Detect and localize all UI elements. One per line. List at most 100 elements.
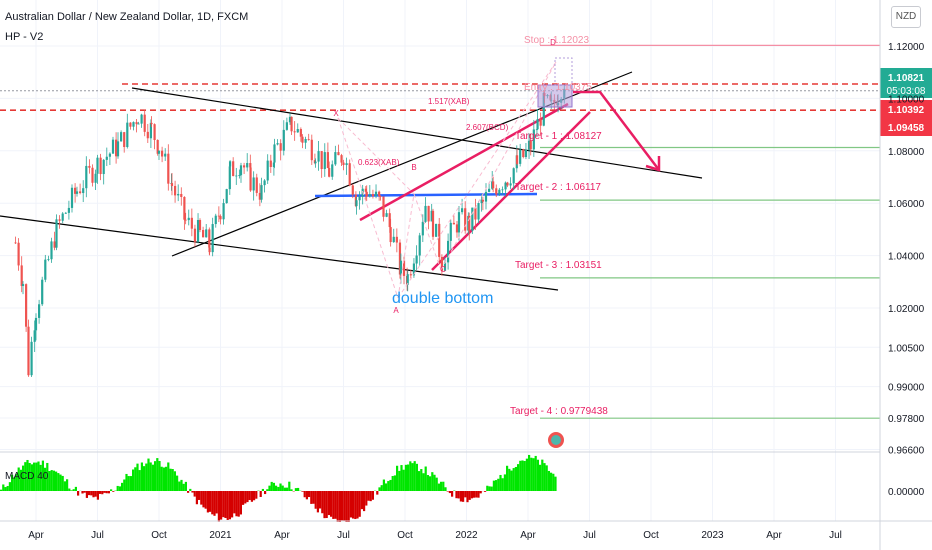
macd-bar xyxy=(409,461,412,491)
candle-body xyxy=(488,188,491,192)
macd-bar xyxy=(319,491,322,509)
macd-bar xyxy=(385,483,388,491)
candle-body xyxy=(328,167,331,177)
macd-bar xyxy=(22,465,25,491)
candle-body xyxy=(389,227,392,243)
candle-body xyxy=(452,222,455,225)
macd-bar xyxy=(74,486,77,491)
candle-body xyxy=(228,166,231,190)
y-tick-label: 1.10000 xyxy=(888,94,925,105)
x-tick-label: Jul xyxy=(829,530,842,541)
candle-body xyxy=(418,235,421,256)
candle-body xyxy=(222,203,225,220)
candle-body xyxy=(337,152,340,156)
macd-bar xyxy=(475,491,478,498)
candle-body xyxy=(105,156,108,160)
macd-bar xyxy=(301,491,304,492)
macd-bar xyxy=(189,488,192,491)
macd-bar xyxy=(85,491,88,498)
x-tick-label: Apr xyxy=(28,530,44,541)
candle-body xyxy=(91,167,94,183)
macd-bar xyxy=(275,485,278,491)
candle-body xyxy=(364,188,367,192)
target-label-1: Target - 1 : 1.08127 xyxy=(515,131,602,142)
candle-body xyxy=(331,164,334,177)
candle-body xyxy=(480,199,483,204)
candle-body xyxy=(304,139,307,143)
y-tick-label: 1.02000 xyxy=(888,304,925,315)
candle-body xyxy=(524,149,528,158)
macd-bar xyxy=(235,491,238,517)
macd-bar xyxy=(63,481,66,491)
candle-body xyxy=(246,163,249,168)
candle-body xyxy=(276,143,279,145)
macd-bar xyxy=(261,488,264,491)
upper-channel-line xyxy=(131,87,703,179)
macd-bar xyxy=(316,491,319,513)
macd-bar xyxy=(110,489,113,491)
candle-body xyxy=(17,242,20,266)
macd-bar xyxy=(220,491,223,520)
candle-body xyxy=(79,191,82,194)
candle-body xyxy=(536,119,539,130)
candle-body xyxy=(82,188,85,194)
candle-body xyxy=(184,219,187,221)
macd-bar xyxy=(378,487,381,491)
candle-body xyxy=(382,196,385,217)
harmonic-leg xyxy=(337,117,399,299)
projection-arrowhead xyxy=(645,156,661,172)
macd-bar xyxy=(8,482,11,491)
macd-bar xyxy=(103,491,106,493)
x-tick-label: Oct xyxy=(397,530,413,541)
candle-body xyxy=(406,274,409,285)
harmonic-ratio-label: 0.623(XAB) xyxy=(358,158,400,167)
macd-bar xyxy=(391,476,394,491)
macd-bar xyxy=(455,491,458,499)
candle-body xyxy=(228,161,232,167)
currency-badge[interactable]: NZD xyxy=(891,6,921,28)
macd-bar xyxy=(512,468,515,491)
candle-body xyxy=(342,162,345,166)
candle-body xyxy=(402,260,406,276)
macd-bar xyxy=(266,489,269,491)
macd-bar xyxy=(253,491,256,501)
candle-body xyxy=(266,160,269,181)
macd-bar xyxy=(26,459,29,491)
stop-label: Stop : 1.12023 xyxy=(524,35,589,46)
candle-body xyxy=(214,215,217,225)
macd-bar xyxy=(510,470,513,491)
harmonic-point-label: B xyxy=(411,163,416,172)
macd-bar xyxy=(173,471,176,491)
candle-body xyxy=(196,220,200,242)
macd-bar xyxy=(77,491,80,496)
macd-bar xyxy=(418,471,421,491)
y-tick-label: 0.97800 xyxy=(888,414,925,425)
candle-body xyxy=(219,216,222,220)
macd-bar xyxy=(380,485,383,491)
candle-body xyxy=(307,139,310,140)
candle-body xyxy=(529,140,532,150)
macd-bar xyxy=(501,478,504,491)
macd-bar xyxy=(242,491,245,505)
candle-body xyxy=(258,192,261,200)
macd-bar xyxy=(250,491,253,502)
x-tick-label: Jul xyxy=(583,530,596,541)
macd-bar xyxy=(343,491,346,521)
event-marker-icon[interactable] xyxy=(548,432,564,448)
harmonic-ratio-line xyxy=(397,61,557,299)
macd-bar xyxy=(160,466,163,491)
macd-bar xyxy=(233,491,236,514)
macd-bar xyxy=(437,483,440,491)
macd-bar xyxy=(132,469,135,491)
macd-bar xyxy=(48,471,51,491)
candle-body xyxy=(492,181,495,189)
harmonic-ratio-line xyxy=(337,117,415,195)
macd-bar xyxy=(523,460,526,491)
candle-body xyxy=(355,200,358,207)
candle-body xyxy=(501,189,504,191)
candle-body xyxy=(143,114,146,132)
macd-bar xyxy=(259,491,262,497)
candle-body xyxy=(395,236,398,243)
candle-body xyxy=(64,212,67,214)
